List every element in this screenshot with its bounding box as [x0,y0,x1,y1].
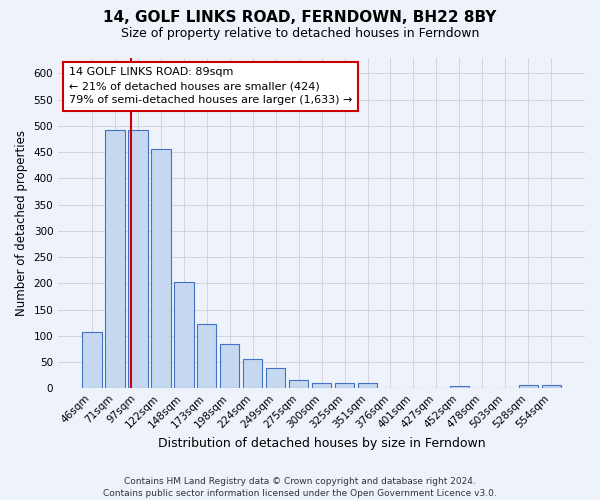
Bar [197,324,217,388]
Text: 14, GOLF LINKS ROAD, FERNDOWN, BH22 8BY: 14, GOLF LINKS ROAD, FERNDOWN, BH22 8BY [103,10,497,25]
Y-axis label: Number of detached properties: Number of detached properties [15,130,28,316]
Text: Size of property relative to detached houses in Ferndown: Size of property relative to detached ho… [121,28,479,40]
Bar [289,380,308,388]
Bar [335,382,355,388]
Bar [82,332,101,388]
Bar [358,383,377,388]
Bar [151,150,170,388]
Bar [174,282,194,389]
Bar [542,385,561,388]
Bar [312,383,331,388]
Bar [105,130,125,388]
Text: 14 GOLF LINKS ROAD: 89sqm
← 21% of detached houses are smaller (424)
79% of semi: 14 GOLF LINKS ROAD: 89sqm ← 21% of detac… [69,68,352,106]
Bar [128,130,148,388]
X-axis label: Distribution of detached houses by size in Ferndown: Distribution of detached houses by size … [158,437,485,450]
Bar [220,344,239,388]
Bar [449,386,469,388]
Bar [266,368,286,388]
Bar [518,385,538,388]
Bar [243,359,262,388]
Text: Contains HM Land Registry data © Crown copyright and database right 2024.
Contai: Contains HM Land Registry data © Crown c… [103,476,497,498]
